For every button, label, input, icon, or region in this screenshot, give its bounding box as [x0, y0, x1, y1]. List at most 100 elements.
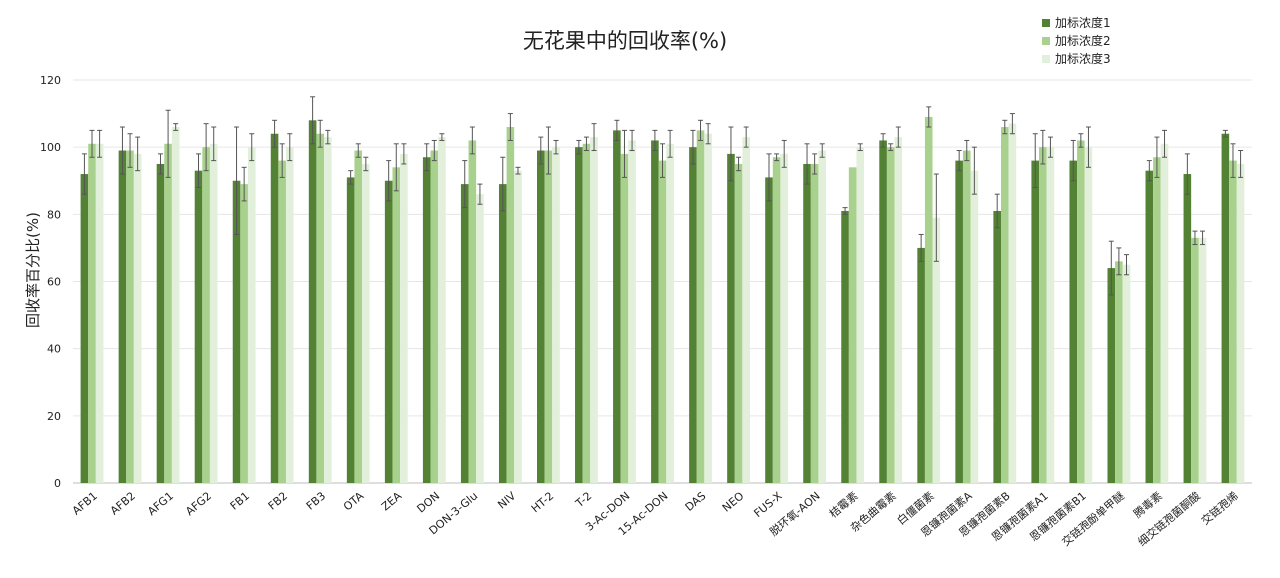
y-tick-labels: 0 20 40 60 80 100 120: [40, 74, 61, 490]
chart-title: 无花果中的回收率(%): [523, 29, 727, 53]
bar: [651, 140, 659, 483]
y-tick-label: 120: [40, 74, 61, 87]
bar: [362, 163, 370, 484]
bar: [240, 184, 248, 483]
x-tick-label: 交链孢酚单甲醚: [1059, 489, 1127, 549]
bar: [384, 180, 393, 483]
bar: [438, 137, 446, 483]
bar: [422, 157, 431, 483]
bar: [1077, 140, 1085, 483]
x-tick-label: AFG1: [145, 489, 176, 518]
bar: [164, 143, 172, 483]
bar: [955, 160, 963, 483]
x-tick-label: AFB2: [108, 489, 138, 517]
bar: [171, 127, 180, 484]
bar: [460, 184, 469, 483]
x-tick-label: 腾毒素: [1131, 489, 1165, 521]
bar: [841, 210, 849, 483]
bar: [666, 143, 674, 483]
bar: [704, 133, 712, 483]
x-tick-label: FB2: [266, 489, 290, 512]
bar: [194, 170, 203, 484]
bar: [658, 160, 667, 483]
bar: [803, 163, 811, 484]
bar: [1221, 133, 1230, 483]
bar: [696, 130, 705, 483]
bar: [924, 116, 933, 484]
bar: [1191, 237, 1199, 483]
bar: [765, 177, 773, 483]
bar: [613, 130, 621, 483]
bar: [1000, 127, 1009, 484]
bar: [552, 147, 560, 483]
x-tick-label: 细交链孢菌酮酸: [1135, 489, 1203, 549]
legend-label: 加标浓度3: [1055, 51, 1111, 66]
bar: [1236, 163, 1245, 484]
bar: [1115, 261, 1123, 483]
x-tick-label: 交链孢烯: [1198, 489, 1241, 528]
y-axis-label: 回收率百分比(%): [24, 212, 42, 328]
x-tick-label: DON: [414, 489, 442, 515]
x-tick-label: 桔霉素: [826, 489, 860, 521]
x-tick-label: ZEA: [379, 489, 405, 513]
bar: [506, 127, 515, 484]
bar: [879, 140, 887, 483]
bar: [202, 147, 210, 483]
bar: [476, 194, 484, 483]
x-tick-labels: AFB1 AFB2 AFG1 AFG2 FB1 FB2 FB3 OTA ZEA DONDON-3-…: [70, 488, 1241, 549]
bars: [80, 116, 1245, 484]
bar: [1160, 143, 1169, 483]
bar: [88, 143, 96, 483]
bar: [392, 167, 401, 484]
bar: [247, 147, 256, 483]
x-tick-label: NIV: [495, 489, 518, 511]
x-tick-label: FUS-X: [751, 489, 784, 520]
bar: [346, 177, 355, 483]
bar: [734, 163, 743, 484]
bar: [1039, 147, 1047, 483]
bar: [95, 143, 104, 483]
bar: [856, 147, 865, 483]
bar: [1107, 268, 1116, 483]
bar: [1198, 237, 1207, 483]
x-tick-label: AFG2: [183, 489, 214, 518]
y-tick-label: 40: [47, 343, 61, 356]
bar: [810, 163, 819, 484]
y-tick-label: 80: [47, 208, 61, 221]
legend-swatch: [1042, 37, 1050, 45]
x-tick-label: FB1: [228, 489, 252, 512]
bar: [818, 150, 827, 483]
bar: [209, 143, 218, 483]
bar: [1122, 264, 1131, 483]
bar: [1046, 147, 1055, 483]
bar: [1008, 123, 1017, 484]
legend-label: 加标浓度2: [1055, 33, 1111, 48]
y-tick-label: 0: [54, 477, 61, 490]
bar: [932, 217, 941, 484]
legend-swatch: [1042, 55, 1050, 63]
bar: [1145, 170, 1154, 484]
error-bars: [81, 96, 1244, 296]
bar: [354, 150, 363, 483]
bar: [894, 137, 903, 483]
bar: [1069, 160, 1078, 483]
bar: [742, 137, 750, 483]
bar: [232, 180, 241, 483]
legend-swatch: [1042, 19, 1050, 27]
x-tick-label: AFB1: [70, 489, 100, 517]
bar: [285, 147, 294, 483]
legend: 加标浓度1 加标浓度2 加标浓度3: [1042, 15, 1111, 66]
y-tick-label: 100: [40, 141, 61, 154]
x-tick-label: HT-2: [529, 489, 556, 515]
bar: [468, 140, 477, 483]
bar: [970, 170, 979, 484]
x-tick-label: FB3: [304, 489, 328, 512]
bar: [278, 160, 286, 483]
y-tick-label: 20: [47, 410, 61, 423]
bar: [498, 184, 507, 483]
bar: [772, 157, 781, 483]
bar: [308, 120, 317, 484]
bar: [80, 174, 89, 484]
